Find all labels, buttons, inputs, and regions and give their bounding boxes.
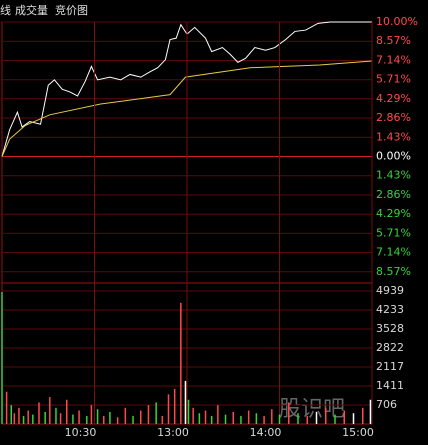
y-tick-label: 5.71% [376, 73, 411, 86]
volume-bar [369, 399, 372, 424]
x-tick-label: 13:00 [157, 426, 189, 439]
volume-bar [59, 413, 62, 424]
y-tick-label: 4939 [376, 284, 404, 297]
volume-bar [140, 410, 142, 424]
x-tick-label: 10:30 [65, 426, 97, 439]
y-tick-label: 1.43% [376, 130, 411, 143]
volume-bar [124, 407, 127, 424]
volume-bar [5, 391, 8, 424]
y-tick-label: 4.29% [376, 92, 411, 105]
y-tick-label: 10.00% [376, 15, 418, 28]
volume-bar [44, 411, 46, 424]
volume-bar [184, 380, 187, 424]
volume-bar [180, 302, 182, 424]
x-tick-label: 14:00 [250, 426, 282, 439]
volume-bar [263, 415, 265, 424]
watermark: 股识吧 [279, 397, 345, 422]
y-tick-label: 2117 [376, 360, 404, 373]
volume-bar [204, 410, 207, 424]
volume-bar [27, 410, 29, 424]
volume-bar [10, 405, 12, 424]
header-tab[interactable]: 竞价图 [55, 3, 88, 17]
volume-bar [90, 405, 93, 424]
volume-bar [306, 415, 308, 424]
y-tick-label: 0.00% [376, 150, 411, 163]
volume-bar [224, 414, 227, 424]
volume-bar [155, 402, 157, 424]
y-tick-label: 8.57% [376, 265, 411, 278]
volume-bar [278, 414, 281, 424]
price-line [1, 60, 373, 157]
volume-bar [72, 414, 74, 424]
y-tick-label: 5.71% [376, 226, 411, 239]
volume-bar [18, 407, 20, 424]
volume-bar [161, 415, 164, 424]
volume-bar [22, 415, 25, 424]
volume-bar [343, 410, 345, 424]
y-tick-label: 7.14% [376, 53, 411, 66]
y-tick-label: 4.29% [376, 207, 411, 220]
price-line [1, 21, 372, 157]
volume-bar [1, 292, 3, 424]
header-tab[interactable]: 成交量 [15, 3, 48, 17]
y-tick-label: 8.57% [376, 34, 411, 47]
volume-bar [109, 411, 111, 424]
x-tick-label: 15:00 [342, 426, 374, 439]
volume-bar [96, 409, 99, 424]
volume-bar [32, 414, 34, 424]
y-tick-label: 2.86% [376, 111, 411, 124]
y-tick-label: 2.86% [376, 188, 411, 201]
volume-bar [271, 409, 273, 424]
volume-bar [232, 411, 234, 424]
volume-bar [78, 410, 80, 424]
volume-bar [192, 407, 194, 424]
volume-bar [116, 417, 119, 424]
y-tick-label: 4233 [376, 303, 404, 316]
volume-bar [217, 405, 219, 424]
volume-bar [210, 415, 213, 424]
volume-bar [187, 399, 190, 424]
volume-bar [86, 415, 88, 424]
volume-bar [362, 407, 364, 424]
volume-bar [352, 413, 355, 424]
volume-bar [173, 388, 176, 424]
y-tick-label: 7.14% [376, 246, 411, 259]
volume-bar [55, 407, 57, 424]
volume-bar [198, 413, 201, 424]
header-tab[interactable]: 线 [0, 3, 11, 17]
volume-bar [167, 394, 170, 424]
volume-bar [247, 410, 250, 424]
y-tick-label: 1.43% [376, 169, 411, 182]
volume-bar [13, 413, 16, 424]
volume-bar [255, 413, 258, 424]
volume-bar [288, 402, 290, 424]
volume-bar [297, 413, 299, 424]
volume-bar [66, 399, 68, 424]
volume-bar [334, 414, 336, 424]
volume-bar [103, 415, 105, 424]
volume-bar [132, 415, 134, 424]
y-tick-label: 3528 [376, 322, 404, 335]
volume-bar [240, 415, 242, 424]
volume-bar [325, 407, 327, 424]
y-tick-label: 2822 [376, 341, 404, 354]
y-tick-label: 706 [376, 398, 397, 411]
volume-bar [315, 411, 318, 424]
volume-bar [147, 405, 150, 424]
volume-bar [49, 397, 51, 424]
y-tick-label: 1411 [376, 379, 404, 392]
volume-bar [38, 402, 40, 424]
